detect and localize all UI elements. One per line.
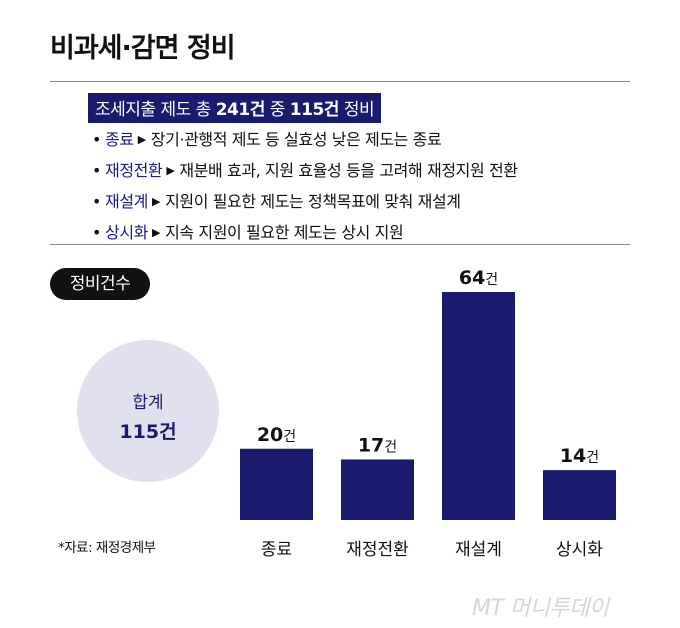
- watermark-logo: MT 머니투데이: [472, 596, 609, 621]
- bullet-item: • 재정전환 ▶ 재분배 효과, 지원 효율성 등을 고려해 재정지원 전환: [92, 157, 518, 188]
- bullet-item: • 종료 ▶ 장기·관행적 제도 등 실효성 낮은 제도는 종료: [92, 126, 518, 157]
- bar-3: [442, 292, 515, 520]
- bullet-key: 재설계: [105, 192, 149, 211]
- arrow-right-icon: ▶: [152, 195, 161, 208]
- arrow-right-icon: ▶: [166, 164, 175, 177]
- total-label: 합계: [132, 393, 164, 413]
- headline-middle: 중: [264, 100, 290, 120]
- bar-1: [240, 448, 313, 520]
- bar-2: [341, 459, 414, 520]
- bullet-desc: 재분배 효과, 지원 효율성 등을 고려해 재정지원 전환: [179, 161, 518, 180]
- x-tick-label: 종료: [261, 540, 292, 560]
- headline-total-count: 241건: [215, 100, 266, 120]
- headline-prefix: 조세지출 제도 총: [95, 100, 216, 120]
- bullet-key: 재정전환: [105, 161, 163, 180]
- bullet-dot-icon: •: [92, 192, 102, 211]
- bullet-dot-icon: •: [92, 130, 102, 149]
- data-label: 64건: [459, 267, 498, 289]
- bullet-item: • 재설계 ▶ 지원이 필요한 제도는 정책목표에 맞춰 재설계: [92, 188, 518, 219]
- bullet-desc: 장기·관행적 제도 등 실효성 낮은 제도는 종료: [150, 130, 442, 149]
- bar-4: [543, 470, 616, 520]
- headline-fixed-count: 115건: [289, 100, 340, 120]
- bullet-desc: 지속 지원이 필요한 제도는 상시 지원: [165, 223, 404, 242]
- bullet-desc: 지원이 필요한 제도는 정책목표에 맞춰 재설계: [165, 192, 461, 211]
- x-tick-label: 상시화: [556, 540, 603, 560]
- section-pill-label: 정비건수: [50, 268, 150, 300]
- arrow-right-icon: ▶: [152, 226, 161, 239]
- bullet-key: 종료: [105, 130, 134, 149]
- chart-title: 비과세·감면 정비: [50, 33, 236, 64]
- data-label: 14건: [560, 445, 599, 467]
- data-label: 20건: [257, 424, 296, 446]
- x-tick-label: 재정전환: [346, 540, 409, 560]
- headline-box: 조세지출 제도 총 241건 중 115건 정비: [88, 93, 382, 123]
- bullet-list: • 종료 ▶ 장기·관행적 제도 등 실효성 낮은 제도는 종료 • 재정전환 ▶ 재분배 …: [92, 126, 518, 250]
- middle-divider: [50, 244, 630, 245]
- bullet-key: 상시화: [105, 223, 149, 242]
- total-circle: 합계 115건: [77, 340, 219, 482]
- arrow-right-icon: ▶: [137, 133, 146, 146]
- top-divider: [50, 81, 630, 82]
- data-label: 17건: [358, 434, 397, 456]
- bullet-dot-icon: •: [92, 223, 102, 242]
- source-note: *자료: 재정경제부: [58, 540, 156, 556]
- total-value: 115건: [119, 421, 177, 443]
- bullet-dot-icon: •: [92, 161, 102, 180]
- x-tick-label: 재설계: [455, 540, 502, 560]
- headline-suffix: 정비: [338, 100, 375, 120]
- bullet-item: • 상시화 ▶ 지속 지원이 필요한 제도는 상시 지원: [92, 219, 518, 250]
